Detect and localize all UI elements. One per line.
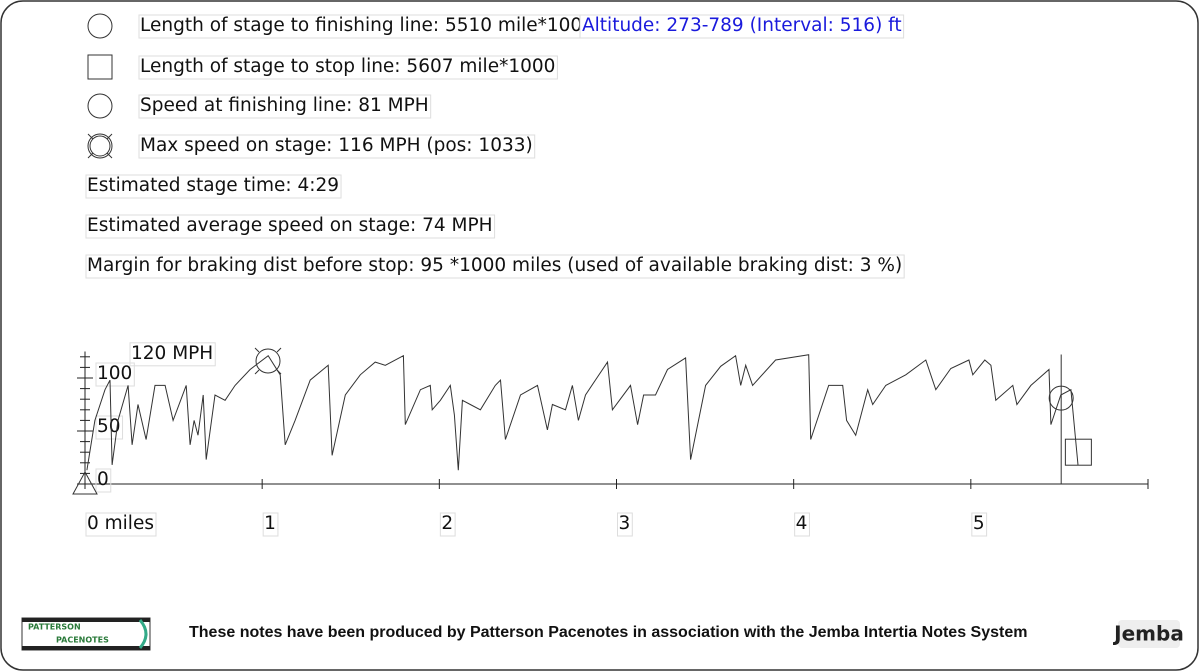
text-box bbox=[138, 55, 558, 80]
x-tick-label: 5 bbox=[973, 513, 985, 534]
y-tick-label: 120 MPH bbox=[131, 343, 213, 364]
y-tick-label: 100 bbox=[97, 363, 132, 384]
info-text: Length of stage to stop line: 5607 mile*… bbox=[140, 56, 555, 77]
x-tick-label: 1 bbox=[264, 513, 276, 534]
text-box bbox=[95, 362, 135, 387]
text-box bbox=[262, 512, 279, 537]
x-tick-label: 4 bbox=[796, 513, 808, 534]
x-tick-label: 3 bbox=[619, 513, 631, 534]
text-box bbox=[794, 512, 810, 537]
text-box bbox=[971, 512, 988, 537]
logo-right-bg bbox=[1118, 620, 1180, 648]
logo-left: PATTERSON PACENOTES bbox=[21, 617, 151, 651]
start-marker bbox=[72, 470, 98, 495]
info-text: Max speed on stage: 116 MPH (pos: 1033) bbox=[140, 135, 533, 156]
text-box bbox=[138, 94, 432, 119]
speed-icon bbox=[87, 93, 113, 119]
info-text: Speed at finishing line: 81 MPH bbox=[140, 95, 429, 116]
max-icon bbox=[87, 133, 113, 159]
y-tick-label: 0 bbox=[97, 469, 109, 490]
text-box bbox=[95, 415, 124, 440]
max-marker bbox=[255, 348, 281, 374]
text-box bbox=[617, 512, 633, 537]
finish-icon bbox=[87, 13, 113, 39]
stop-marker bbox=[1064, 438, 1092, 466]
altitude-text: Altitude: 273-789 (Interval: 516) ft bbox=[582, 15, 902, 36]
text-box bbox=[439, 512, 456, 537]
info-text: Length of stage to finishing line: 5510 … bbox=[140, 15, 594, 36]
altitude-bg bbox=[579, 14, 905, 39]
x-tick-label: 2 bbox=[441, 513, 453, 534]
text-box bbox=[85, 174, 342, 199]
logo-right-text: Jemba bbox=[1112, 622, 1184, 646]
max-marker-cross bbox=[254, 347, 282, 375]
info-text: Estimated average speed on stage: 74 MPH bbox=[87, 215, 493, 236]
text-box bbox=[138, 134, 536, 159]
text-box bbox=[85, 254, 905, 279]
y-tick-label: 50 bbox=[97, 416, 121, 437]
info-text: Estimated stage time: 4:29 bbox=[87, 175, 339, 196]
text-box bbox=[85, 512, 157, 537]
text-box bbox=[95, 468, 112, 493]
stop-icon bbox=[87, 54, 113, 80]
finish-marker bbox=[1048, 385, 1074, 411]
text-box bbox=[85, 214, 496, 239]
x-tick-label: 0 miles bbox=[87, 513, 154, 534]
speed-line bbox=[86, 354, 1079, 471]
logo-left-text: PATTERSON bbox=[28, 623, 81, 632]
info-text: Margin for braking dist before stop: 95 … bbox=[87, 255, 902, 276]
footer-text: These notes have been produced by Patter… bbox=[189, 624, 1027, 641]
text-box bbox=[129, 342, 216, 367]
logo-left-text: PACENOTES bbox=[56, 636, 109, 645]
